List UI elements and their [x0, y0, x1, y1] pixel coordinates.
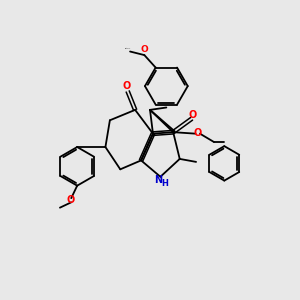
Text: O: O	[140, 45, 148, 54]
Text: O: O	[123, 81, 131, 92]
Text: methoxy: methoxy	[124, 48, 131, 49]
Text: O: O	[189, 110, 197, 120]
Text: O: O	[67, 195, 75, 205]
Text: O: O	[194, 128, 202, 138]
Text: H: H	[161, 179, 168, 188]
Text: N: N	[154, 175, 162, 185]
